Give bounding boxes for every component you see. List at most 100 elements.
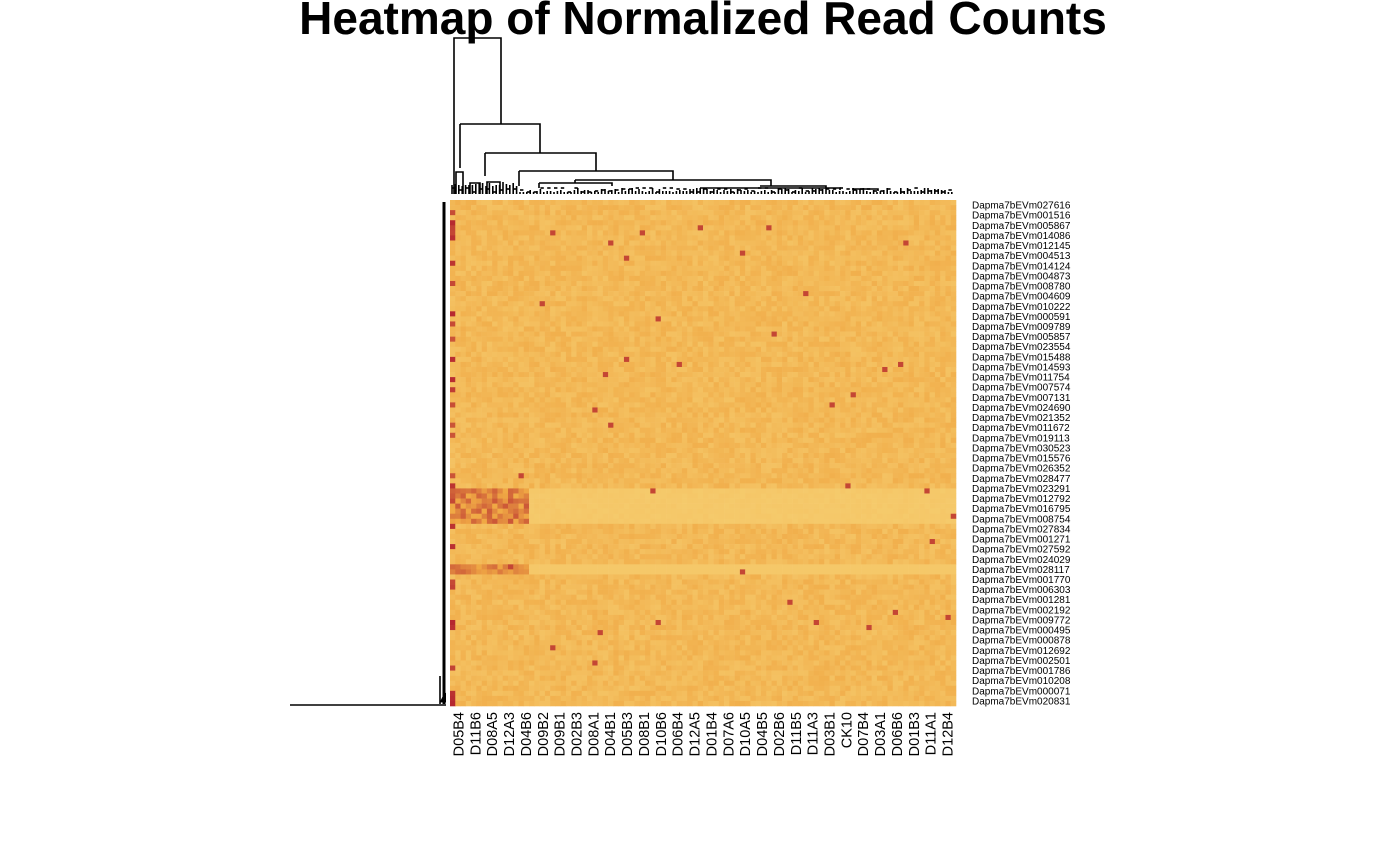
heatmap-cell [919,230,925,236]
heatmap-cell [697,377,704,383]
heatmap-cell [724,331,730,337]
heatmap-cell [855,397,862,403]
heatmap-cell [560,346,567,353]
heatmap-cell [697,286,704,292]
heatmap-cell [544,316,551,322]
heatmap-cell [555,377,561,383]
dendrogram-branch [439,676,441,704]
heatmap-cell [597,260,604,267]
heatmap-cell [565,387,572,393]
heatmap-cell [460,245,467,251]
heatmap-cell [903,361,909,368]
heatmap-cell [597,437,604,444]
heatmap-cell [492,336,498,342]
heatmap-cell [797,306,804,312]
heatmap-cell [455,260,461,267]
heatmap-cell [465,397,472,403]
heatmap-cell [629,331,635,337]
heatmap-cell [523,412,530,418]
heatmap-cell [866,326,872,332]
heatmap-cell [924,402,930,408]
heatmap-cell [655,387,662,393]
heatmap-cell [602,346,609,353]
heatmap-cell [455,341,461,348]
heatmap-cell [934,225,941,231]
heatmap-cell [629,225,635,231]
heatmap-cell [845,361,851,368]
heatmap-cell [671,235,677,241]
heatmap-cell [639,341,646,348]
heatmap-cell [481,291,488,297]
heatmap-cell [797,321,804,327]
heatmap-cell [929,220,936,226]
heatmap-cell [787,275,793,282]
heatmap-cell [703,361,709,368]
heatmap-cell [845,245,851,251]
heatmap-cell [465,412,472,418]
heatmap-cell [829,341,836,348]
heatmap-cell [871,437,878,444]
heatmap-cell [692,346,699,353]
heatmap-cell [529,200,535,206]
heatmap-cell [713,311,720,317]
heatmap-cell [497,280,504,287]
heatmap-cell [766,291,772,297]
heatmap-cell [782,301,788,307]
heatmap-cell [829,356,836,363]
heatmap-cell [797,280,804,287]
heatmap-cell [481,356,488,363]
heatmap-cell [908,346,915,353]
heatmap-cell [924,260,930,267]
heatmap-cell [660,275,667,282]
heatmap-cell [919,275,925,282]
heatmap-cell [497,331,504,337]
heatmap-cell [713,280,720,287]
heatmap-cell [855,402,862,408]
heatmap-cell [502,432,509,439]
heatmap-cell [771,245,778,251]
heatmap-cell [924,200,930,206]
heatmap-cell [771,306,778,312]
heatmap-cell [460,230,467,236]
heatmap-cell [571,422,577,428]
heatmap-cell [892,240,899,246]
heatmap-cell [629,240,635,246]
heatmap-cell [666,331,672,337]
heatmap-cell [650,306,656,312]
heatmap-cell [797,432,804,439]
heatmap-cell [692,437,699,444]
heatmap-cell [608,361,614,368]
heatmap-cell [639,205,646,211]
heatmap-cell [818,356,825,363]
heatmap-cell [898,377,904,383]
heatmap-cell [945,422,952,428]
heatmap-cell [734,407,741,413]
heatmap-cell [782,402,788,408]
heatmap-cell [518,270,525,277]
heatmap-cell [818,377,825,383]
heatmap-cell [840,291,846,297]
heatmap-cell [729,200,735,206]
heatmap-cell [476,321,482,327]
heatmap-cell [713,336,720,342]
heatmap-cell [903,260,909,267]
heatmap-cell [613,336,619,342]
heatmap-cell [703,280,709,287]
heatmap-cell [455,356,461,363]
heatmap-cell [760,321,767,327]
heatmap-cell [713,200,720,206]
heatmap-cell [539,356,546,363]
heatmap-cell [882,220,888,226]
heatmap-cell [739,402,746,408]
heatmap-cell [934,402,941,408]
heatmap-cell [850,235,857,241]
heatmap-cell [866,296,872,302]
heatmap-cell [476,255,482,262]
heatmap-cell [776,402,783,408]
heatmap-cell [950,230,957,236]
heatmap-cell [813,326,820,332]
heatmap-cell [861,286,867,292]
heatmap-cell [613,301,619,307]
heatmap-cell [650,301,656,307]
heatmap-cell [771,427,778,434]
